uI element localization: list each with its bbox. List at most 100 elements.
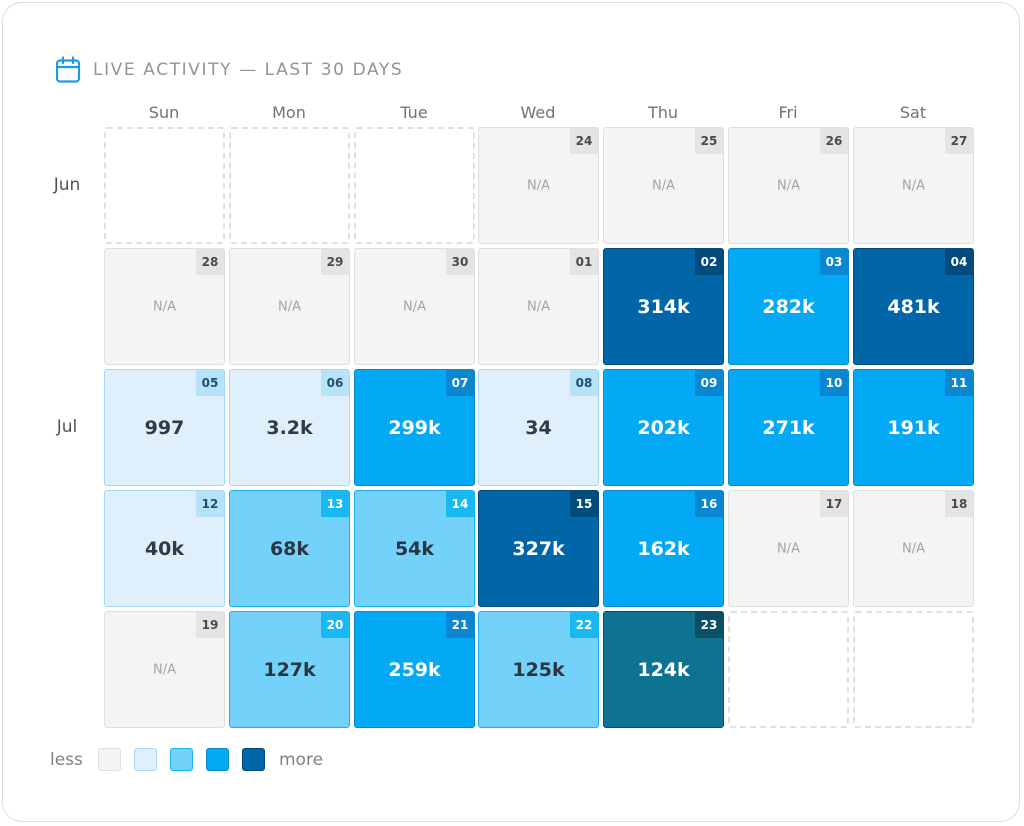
day-number-badge: 10	[820, 370, 848, 396]
day-number-badge: 03	[820, 249, 848, 275]
day-value: 54k	[394, 537, 435, 560]
day-value: N/A	[153, 662, 176, 677]
day-value: 202k	[637, 416, 690, 439]
day-cell-12[interactable]: 12 40k	[104, 490, 225, 607]
day-cell-20[interactable]: 20 127k	[229, 611, 350, 728]
day-cell-17[interactable]: 17 N/A	[728, 490, 849, 607]
day-value: 481k	[887, 295, 940, 318]
weekday-header-sun: Sun	[148, 103, 180, 122]
day-cell-26[interactable]: 26 N/A	[728, 127, 849, 244]
day-cell-28[interactable]: 28 N/A	[104, 248, 225, 365]
day-number-badge: 21	[446, 612, 474, 638]
day-number-badge: 04	[945, 249, 973, 275]
day-cell-04[interactable]: 04 481k	[853, 248, 974, 365]
day-cell-18[interactable]: 18 N/A	[853, 490, 974, 607]
day-cell-22[interactable]: 22 125k	[478, 611, 599, 728]
day-value: N/A	[777, 178, 800, 193]
legend-more-label: more	[279, 750, 324, 770]
day-number-badge: 16	[695, 491, 723, 517]
day-value: N/A	[403, 299, 426, 314]
day-cell-23[interactable]: 23 124k	[603, 611, 724, 728]
day-value: 282k	[762, 295, 815, 318]
day-value: 125k	[512, 658, 565, 681]
day-number-badge: 24	[570, 128, 598, 154]
day-value: N/A	[777, 541, 800, 556]
day-cell-13[interactable]: 13 68k	[229, 490, 350, 607]
day-value: N/A	[527, 299, 550, 314]
day-number-badge: 01	[570, 249, 598, 275]
weekday-header-fri: Fri	[778, 103, 798, 122]
day-value: N/A	[652, 178, 675, 193]
card-title: LIVE ACTIVITY — LAST 30 DAYS	[93, 60, 404, 80]
empty-day-cell	[728, 611, 849, 728]
weekday-header-wed: Wed	[520, 103, 556, 122]
weekday-header-thu: Thu	[647, 103, 679, 122]
day-cell-02[interactable]: 02 314k	[603, 248, 724, 365]
empty-day-cell	[354, 127, 475, 244]
day-value: 3.2k	[266, 416, 313, 439]
day-value: N/A	[902, 541, 925, 556]
day-value: 271k	[762, 416, 815, 439]
day-number-badge: 17	[820, 491, 848, 517]
day-number-badge: 25	[695, 128, 723, 154]
legend-swatch-l2	[170, 748, 193, 771]
day-value: 34	[525, 416, 552, 439]
legend-swatch-l4	[242, 748, 265, 771]
month-label-jun: Jun	[53, 174, 81, 195]
legend-swatch-l1	[134, 748, 157, 771]
empty-day-cell	[853, 611, 974, 728]
day-value: 997	[144, 416, 185, 439]
day-value: 68k	[269, 537, 310, 560]
day-cell-14[interactable]: 14 54k	[354, 490, 475, 607]
empty-day-cell	[104, 127, 225, 244]
day-cell-24[interactable]: 24 N/A	[478, 127, 599, 244]
day-number-badge: 20	[321, 612, 349, 638]
day-number-badge: 09	[695, 370, 723, 396]
day-cell-30[interactable]: 30 N/A	[354, 248, 475, 365]
day-value: 127k	[263, 658, 316, 681]
legend-less-label: less	[50, 750, 83, 770]
weekday-header-mon: Mon	[272, 103, 306, 122]
day-number-badge: 23	[695, 612, 723, 638]
day-number-badge: 08	[570, 370, 598, 396]
weekday-header-tue: Tue	[400, 103, 428, 122]
day-cell-16[interactable]: 16 162k	[603, 490, 724, 607]
day-cell-01[interactable]: 01 N/A	[478, 248, 599, 365]
day-value: 124k	[637, 658, 690, 681]
day-cell-25[interactable]: 25 N/A	[603, 127, 724, 244]
day-cell-29[interactable]: 29 N/A	[229, 248, 350, 365]
day-cell-10[interactable]: 10 271k	[728, 369, 849, 486]
day-value: 259k	[388, 658, 441, 681]
day-cell-11[interactable]: 11 191k	[853, 369, 974, 486]
day-cell-15[interactable]: 15 327k	[478, 490, 599, 607]
legend-swatch-na	[98, 748, 121, 771]
day-number-badge: 07	[446, 370, 474, 396]
day-number-badge: 26	[820, 128, 848, 154]
day-cell-03[interactable]: 03 282k	[728, 248, 849, 365]
day-value: N/A	[902, 178, 925, 193]
day-value: 299k	[388, 416, 441, 439]
day-number-badge: 13	[321, 491, 349, 517]
day-value: 162k	[637, 537, 690, 560]
day-cell-07[interactable]: 07 299k	[354, 369, 475, 486]
day-number-badge: 18	[945, 491, 973, 517]
day-number-badge: 29	[321, 249, 349, 275]
day-cell-05[interactable]: 05 997	[104, 369, 225, 486]
calendar-icon	[55, 56, 81, 84]
day-number-badge: 14	[446, 491, 474, 517]
day-cell-27[interactable]: 27 N/A	[853, 127, 974, 244]
day-cell-19[interactable]: 19 N/A	[104, 611, 225, 728]
day-value: N/A	[278, 299, 301, 314]
legend-swatch-l3	[206, 748, 229, 771]
day-cell-08[interactable]: 08 34	[478, 369, 599, 486]
day-number-badge: 11	[945, 370, 973, 396]
month-label-jul: Jul	[56, 416, 78, 437]
empty-day-cell	[229, 127, 350, 244]
day-cell-21[interactable]: 21 259k	[354, 611, 475, 728]
day-number-badge: 27	[945, 128, 973, 154]
day-cell-09[interactable]: 09 202k	[603, 369, 724, 486]
day-value: 314k	[637, 295, 690, 318]
day-cell-06[interactable]: 06 3.2k	[229, 369, 350, 486]
day-number-badge: 22	[570, 612, 598, 638]
day-value: N/A	[527, 178, 550, 193]
